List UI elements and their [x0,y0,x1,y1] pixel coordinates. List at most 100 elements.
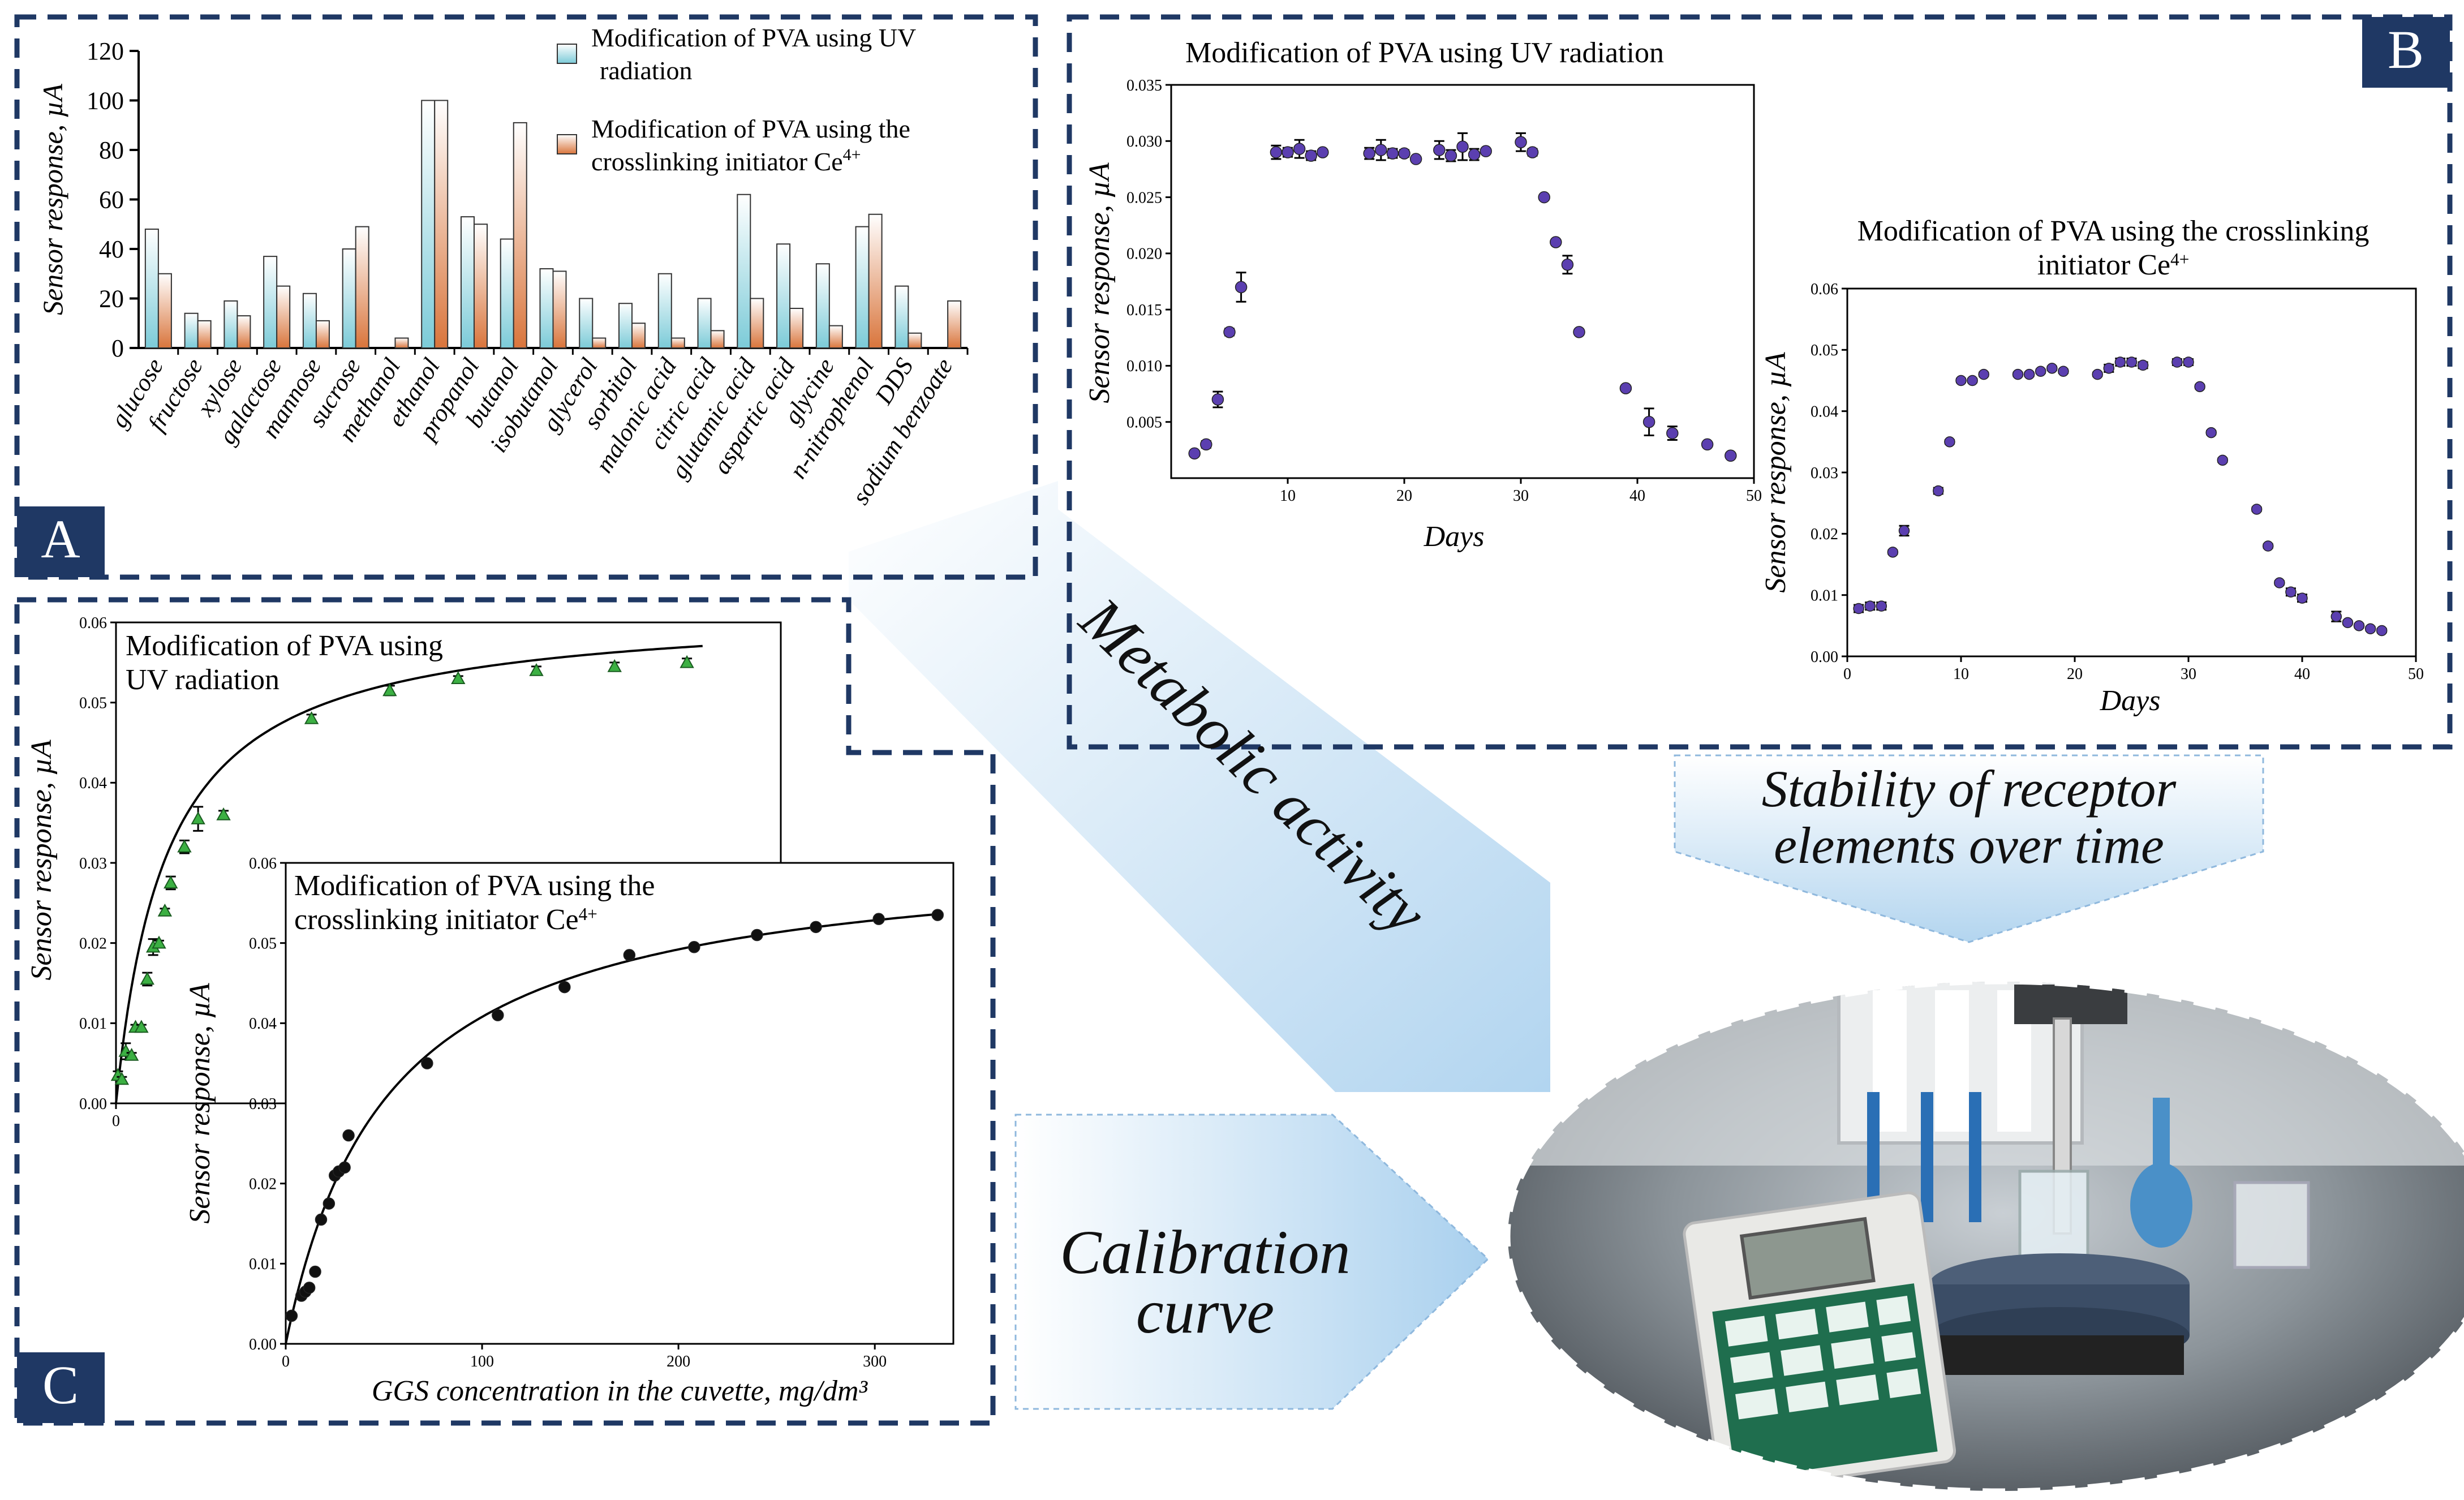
panel-a-legend-label-ce: Modification of PVA using the crosslinkin… [591,114,910,176]
panel-c-ce-data-point [322,1197,336,1210]
panel-c-ce-y-axis-label: Sensor response, µA [184,983,216,1223]
panel-b-uv-data-point [1235,281,1248,294]
panel-b-uv-y-tick-label: 0.035 [1126,77,1162,94]
panel-a-bar-ce [315,320,330,349]
panel-b-ce-y-tick-label: 0.06 [1811,281,1838,298]
panel-a-bar-ce [868,213,883,349]
panel-b-uv-data-point [1386,147,1399,160]
stability-label-line1: Stability of receptor [1762,760,2177,818]
panel-c-ce-x-tick-label: 200 [666,1353,690,1370]
panel-c-label: C [42,1355,79,1415]
panel-c-uv-y-tick-label: 0.05 [79,694,107,712]
panel-b-ce-data-point [1967,375,1978,386]
panel-b-uv-x-tick-label: 40 [1629,487,1645,505]
panel-a-bar-ce [710,330,725,349]
panel-a-bar-uv [579,298,594,349]
panel-c-uv-data-point [191,811,205,824]
panel-b-ce-data-point [2058,366,2069,377]
panel-a-y-tick-label: 100 [87,87,124,115]
panel-b-uv-x-tick-label: 10 [1280,487,1296,505]
panel-b-uv-data-point [1666,427,1679,440]
panel-a-bar-ce [236,315,251,349]
panel-b-ce-x-tick-label: 30 [2181,665,2196,683]
panel-b-ce-data-point [2297,592,2308,604]
panel-c-uv-data-point [164,875,178,889]
panel-b-ce-data-point [2114,356,2126,368]
panel-a-bar-ce [157,273,172,349]
panel-b-ce-data-point [1853,603,1864,614]
panel-c-ce-data-point [751,929,763,942]
panel-c-ce-data-point [285,1309,298,1322]
panel-b-ce-data-point [2342,617,2354,629]
panel-c-label-box [17,1352,105,1423]
panel-b-uv-x-axis-label: Days [1424,521,1485,553]
panel-c-uv-data-point [304,711,319,724]
panel-a-bar-uv [895,285,909,349]
calibration-label-line1: Calibration [1060,1218,1350,1287]
panel-b-ce-x-tick-label: 40 [2294,665,2310,683]
panel-a-y-tick-label: 20 [99,285,124,313]
panel-a-bar-ce [552,270,567,349]
panel-c-ce-plot-frame [285,862,954,1345]
panel-b-uv-y-tick-label: 0.030 [1126,133,1162,151]
panel-c-ce-y-tick-label: 0.00 [249,1336,277,1353]
panel-a-y-tick-label: 0 [111,334,124,362]
panel-b-uv-data-point [1223,326,1236,338]
panel-c-ce-data-point [421,1057,433,1069]
panel-a-y-tick-label: 80 [99,136,124,164]
panel-c-ce-data-point [688,941,700,953]
panel-b-ce-x-axis-label: Days [2100,685,2161,717]
panel-c-ce-y-tick-label: 0.06 [249,855,277,873]
panel-b-ce-data-point [2171,356,2183,368]
panel-b-uv-x-tick-label: 50 [1746,487,1762,505]
panel-c-uv-y-tick-label: 0.02 [79,935,107,952]
panel-a-bar-uv [737,194,751,349]
panel-b-ce-title: Modification of PVA using the crosslinki… [1857,215,2370,281]
panel-a-y-tick-label: 40 [99,235,124,263]
panel-b-ce-data-point [1898,525,1910,536]
lab-photo [1505,979,2464,1494]
panel-b-ce-data-point [2194,381,2205,393]
panel-b-uv-data-point [1642,415,1655,428]
panel-b-uv-data-point [1409,153,1422,165]
panel-c-uv-fit-curve [115,644,703,1104]
panel-c-border [14,597,996,1426]
panel-b-ce-data-point [2262,540,2274,552]
panel-b-uv-data-point [1398,147,1411,160]
panel-a-bar-uv [421,100,436,349]
panel-c-ce-data-point [342,1129,355,1142]
panel-b-uv-data-point [1526,146,1539,158]
panel-a-legend-swatch-ce [557,134,577,154]
panel-b-uv-x-tick-label: 20 [1396,487,1412,505]
panel-a-bar-uv [815,263,830,349]
panel-a-bar-uv [342,248,356,349]
panel-c-ce-data-point [931,909,944,921]
panel-b-uv-data-point [1317,146,1329,158]
panel-b-uv-data-point [1211,393,1224,406]
panel-a-bar-ce [197,320,212,349]
panel-b-uv-data-point [1561,258,1574,271]
panel-c-ce-data-point [492,1009,504,1021]
panel-c-uv-data-point [177,839,192,853]
panel-b-ce-data-point [2046,363,2058,374]
panel-a-label: A [41,509,80,569]
panel-b-uv-data-point [1538,191,1550,204]
panel-b-ce-data-point [2126,356,2138,368]
panel-a-bar-uv [697,298,712,349]
panel-b-ce-data-point [1955,375,1967,386]
panel-c-uv-data-point [152,935,166,949]
panel-a-bar-uv [618,303,633,349]
panel-b-label: B [2388,19,2424,80]
panel-c-ce-title: Modification of PVA using the crosslinkin… [294,870,655,936]
panel-b-uv-data-point [1293,143,1306,155]
panel-c-ce-data-point [315,1213,328,1226]
panel-b-uv-chart: 0.005 0.010 0.015 0.020 0.025 0.030 0.035 10 20 3… [1083,37,1762,553]
panel-c-uv-data-point [607,659,622,672]
panel-a-bar-ce [828,325,843,349]
panel-c-ce-x-axis-label: GGS concentration in the cuvette, mg/dm³ [372,1375,868,1407]
panel-c-uv-title: Modification of PVA using UV radiation [126,630,443,696]
panel-c-ce-data-point [303,1282,316,1294]
panel-a-bar-uv [184,312,199,349]
panel-b-ce-data-point [2251,504,2263,515]
